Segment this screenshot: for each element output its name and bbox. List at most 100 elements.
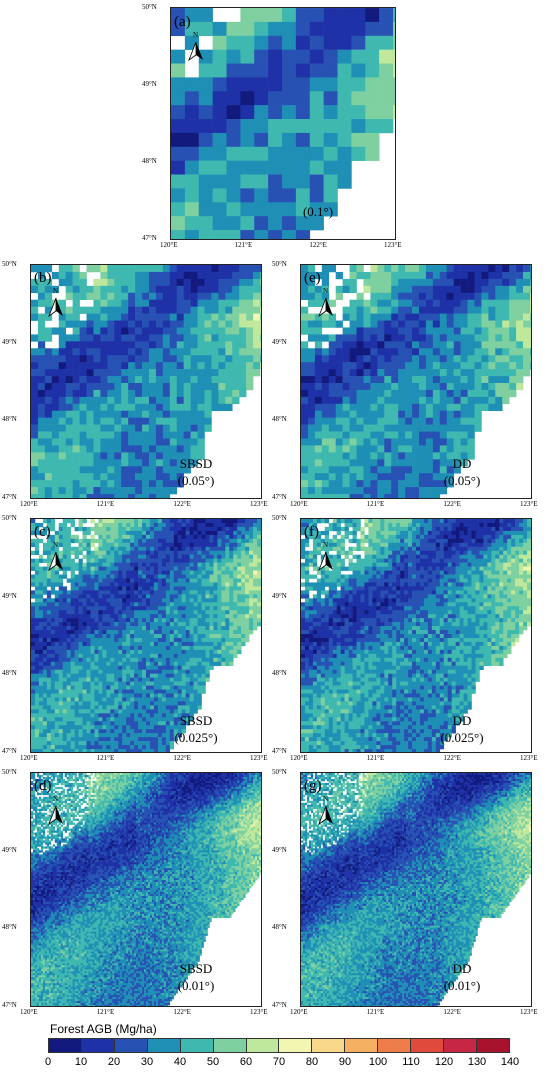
north-label: N bbox=[323, 287, 328, 295]
lon-tick-label: 121°E bbox=[367, 1008, 385, 1016]
lon-tick-label: 120°E bbox=[20, 1008, 38, 1016]
lat-tick-label: 49°N bbox=[2, 338, 17, 346]
colorbar-title: Forest AGB (Mg/ha) bbox=[50, 1022, 157, 1036]
colorbar-tick-label: 60 bbox=[240, 1056, 252, 1068]
colorbar-segment bbox=[345, 1039, 379, 1052]
lat-tick-label: 49°N bbox=[2, 592, 17, 600]
map-frame bbox=[30, 518, 262, 753]
colorbar-tick-label: 0 bbox=[45, 1056, 51, 1068]
lon-tick-label: 122°E bbox=[173, 754, 191, 762]
colorbar-segment bbox=[444, 1039, 477, 1052]
lon-tick-label: 122°E bbox=[443, 1008, 461, 1016]
lat-tick-label: 48°N bbox=[142, 157, 157, 165]
colorbar-tick-label: 20 bbox=[108, 1056, 120, 1068]
colorbar-segment bbox=[114, 1039, 148, 1052]
lon-tick-label: 120°E bbox=[160, 241, 178, 249]
colorbar-segment bbox=[279, 1039, 313, 1052]
panel-annotation: DD (0.01°) bbox=[422, 960, 502, 994]
resolution-label: (0.05°) bbox=[422, 472, 502, 489]
map-frame bbox=[300, 772, 532, 1007]
lat-tick-label: 50°N bbox=[2, 514, 17, 522]
colorbar-tick-label: 10 bbox=[75, 1056, 87, 1068]
lat-tick-label: 47°N bbox=[272, 747, 287, 755]
north-arrow-icon bbox=[188, 36, 204, 62]
resolution-label: (0.1°) bbox=[278, 203, 358, 220]
lon-tick-label: 120°E bbox=[290, 1008, 308, 1016]
resolution-label: (0.025°) bbox=[156, 729, 236, 746]
method-label: SBSD bbox=[156, 712, 236, 729]
colorbar-ticks: 0 10 20 30 40 50 60 70 80 90 100 110 120 130 140 bbox=[45, 1056, 519, 1070]
lon-tick-label: 120°E bbox=[20, 754, 38, 762]
agb-raster bbox=[31, 265, 261, 498]
resolution-label: (0.025°) bbox=[422, 729, 502, 746]
agb-raster bbox=[301, 265, 531, 498]
north-arrow-icon bbox=[48, 292, 64, 318]
north-label: N bbox=[53, 541, 58, 549]
lat-tick-label: 47°N bbox=[2, 493, 17, 501]
lat-tick-label: 48°N bbox=[2, 923, 17, 931]
lon-tick-label: 121°E bbox=[97, 754, 115, 762]
panel-annotation: DD (0.05°) bbox=[422, 455, 502, 489]
lon-tick-label: 120°E bbox=[290, 754, 308, 762]
colorbar-segment bbox=[81, 1039, 115, 1052]
north-label: N bbox=[53, 795, 58, 803]
north-label: N bbox=[323, 795, 328, 803]
north-arrow-icon bbox=[48, 800, 64, 826]
lat-tick-label: 50°N bbox=[142, 3, 157, 11]
colorbar-segment bbox=[180, 1039, 214, 1052]
colorbar-segment bbox=[476, 1039, 509, 1052]
lon-tick-label: 121°E bbox=[97, 500, 115, 508]
panel-label: (d) bbox=[34, 778, 52, 795]
agb-raster bbox=[301, 773, 531, 1006]
colorbar-tick-label: 130 bbox=[468, 1056, 486, 1068]
lon-tick-label: 121°E bbox=[235, 241, 253, 249]
panel-annotation: SBSD (0.01°) bbox=[156, 960, 236, 994]
colorbar-segment bbox=[312, 1039, 346, 1052]
lon-tick-label: 121°E bbox=[367, 500, 385, 508]
panel-label: (f) bbox=[304, 524, 319, 541]
panel-annotation: (0.1°) bbox=[278, 203, 358, 220]
lon-tick-label: 123°E bbox=[520, 500, 538, 508]
panel-label: (g) bbox=[304, 778, 322, 795]
agb-raster bbox=[31, 519, 261, 752]
lat-tick-label: 48°N bbox=[2, 669, 17, 677]
lat-tick-label: 50°N bbox=[2, 768, 17, 776]
colorbar-tick-label: 110 bbox=[402, 1056, 420, 1068]
lat-tick-label: 47°N bbox=[272, 493, 287, 501]
panel-annotation: SBSD (0.025°) bbox=[156, 712, 236, 746]
lat-tick-label: 48°N bbox=[272, 415, 287, 423]
panel-annotation: SBSD (0.05°) bbox=[156, 455, 236, 489]
north-label: N bbox=[193, 31, 198, 39]
colorbar-segment bbox=[411, 1039, 445, 1052]
map-frame bbox=[300, 264, 532, 499]
lat-tick-label: 50°N bbox=[272, 260, 287, 268]
lon-tick-label: 122°E bbox=[309, 241, 327, 249]
lon-tick-label: 122°E bbox=[173, 1008, 191, 1016]
north-arrow-icon bbox=[318, 800, 334, 826]
lat-tick-label: 50°N bbox=[2, 260, 17, 268]
north-arrow-icon bbox=[318, 546, 334, 572]
lat-tick-label: 49°N bbox=[272, 592, 287, 600]
agb-raster bbox=[301, 519, 531, 752]
colorbar-tick-label: 140 bbox=[501, 1056, 519, 1068]
panel-label: (b) bbox=[34, 270, 52, 287]
colorbar-segment bbox=[147, 1039, 181, 1052]
agb-raster bbox=[31, 773, 261, 1006]
colorbar-tick-label: 80 bbox=[306, 1056, 318, 1068]
colorbar-tick-label: 30 bbox=[141, 1056, 153, 1068]
lon-tick-label: 123°E bbox=[384, 241, 402, 249]
panel-label: (e) bbox=[304, 270, 321, 287]
lat-tick-label: 49°N bbox=[272, 338, 287, 346]
colorbar-tick-label: 70 bbox=[273, 1056, 285, 1068]
lon-tick-label: 123°E bbox=[520, 754, 538, 762]
map-frame bbox=[300, 518, 532, 753]
resolution-label: (0.01°) bbox=[422, 977, 502, 994]
lat-tick-label: 48°N bbox=[272, 923, 287, 931]
method-label: DD bbox=[422, 960, 502, 977]
agb-raster bbox=[171, 8, 395, 239]
lat-tick-label: 47°N bbox=[2, 747, 17, 755]
lat-tick-label: 49°N bbox=[2, 846, 17, 854]
north-label: N bbox=[53, 287, 58, 295]
method-label: SBSD bbox=[156, 455, 236, 472]
colorbar-segment bbox=[246, 1039, 280, 1052]
